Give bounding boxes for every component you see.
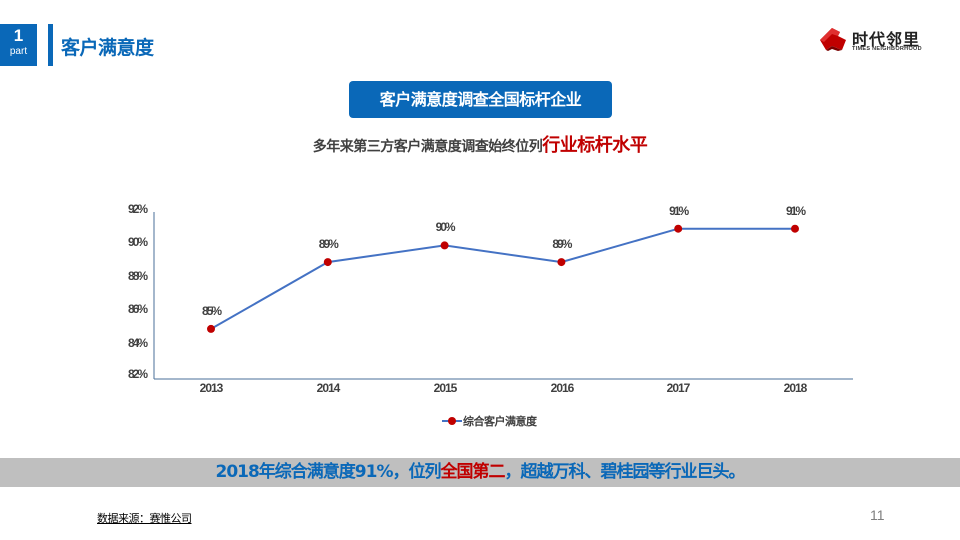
section-title: 客户满意度 (61, 37, 154, 59)
data-point-marker (791, 224, 799, 233)
data-point-marker (557, 258, 566, 267)
y-tick: 86% (127, 302, 148, 316)
data-point-marker (440, 241, 449, 250)
data-source-note: 数据来源：赛惟公司 (97, 512, 192, 525)
part-number: 1 (13, 26, 24, 45)
y-tick: 92% (127, 202, 148, 216)
chart-plot-area (153, 212, 853, 380)
legend-swatch-icon (442, 413, 462, 429)
data-label: 89% (552, 237, 572, 252)
part-badge: 1 part (0, 24, 37, 66)
chart-legend: 综合客户满意度 (442, 413, 537, 429)
series-markers (207, 224, 799, 333)
company-logo: 时代邻里 TIMES NEIGHBORHOOD (818, 24, 938, 58)
times-neighborhood-logo-icon (820, 28, 846, 51)
data-label: 91% (785, 203, 806, 218)
x-tick: 2018 (783, 381, 808, 395)
subtitle-highlight: 行业标杆水平 (542, 135, 648, 156)
x-tick: 2016 (550, 381, 575, 395)
logo-name-cn: 时代邻里 (852, 30, 921, 49)
banner-title: 客户满意度调查全国标杆企业 (349, 81, 612, 118)
data-label: 91% (669, 203, 689, 218)
subtitle-prefix: 多年来第三方客户满意度调查始终位列 (312, 139, 543, 155)
logo-name-en: TIMES NEIGHBORHOOD (852, 46, 922, 52)
data-point-marker (674, 224, 683, 233)
page-number: 11 (870, 507, 885, 523)
part-label: part (9, 46, 28, 57)
x-tick: 2014 (316, 381, 341, 395)
series-line (210, 227, 795, 330)
y-tick: 82% (127, 367, 148, 381)
satisfaction-line-chart: 92% 90% 88% 86% 84% 82% 2013 2014 2015 2… (127, 202, 853, 429)
data-point-marker (207, 324, 215, 333)
data-label: 85% (201, 303, 222, 318)
x-tick: 2015 (433, 381, 458, 395)
conclusion-highlight: 全国第二 (440, 462, 506, 482)
y-tick: 90% (127, 235, 148, 249)
conclusion-suffix: ，超越万科、碧桂园等行业巨头。 (504, 462, 746, 482)
data-label: 90% (435, 220, 456, 235)
subtitle: 多年来第三方客户满意度调查始终位列行业标杆水平 (0, 131, 960, 157)
data-point-marker (323, 258, 332, 267)
y-tick: 88% (127, 269, 148, 283)
legend-label: 综合客户满意度 (463, 415, 537, 428)
conclusion-prefix: 2018年综合满意度91%，位列 (215, 462, 441, 482)
title-accent-bar (48, 24, 53, 66)
conclusion-band: 2018年综合满意度91%，位列全国第二，超越万科、碧桂园等行业巨头。 (0, 458, 960, 487)
y-tick: 84% (127, 336, 148, 350)
x-tick: 2013 (199, 381, 224, 395)
x-tick: 2017 (666, 381, 691, 395)
data-label: 89% (318, 237, 339, 252)
